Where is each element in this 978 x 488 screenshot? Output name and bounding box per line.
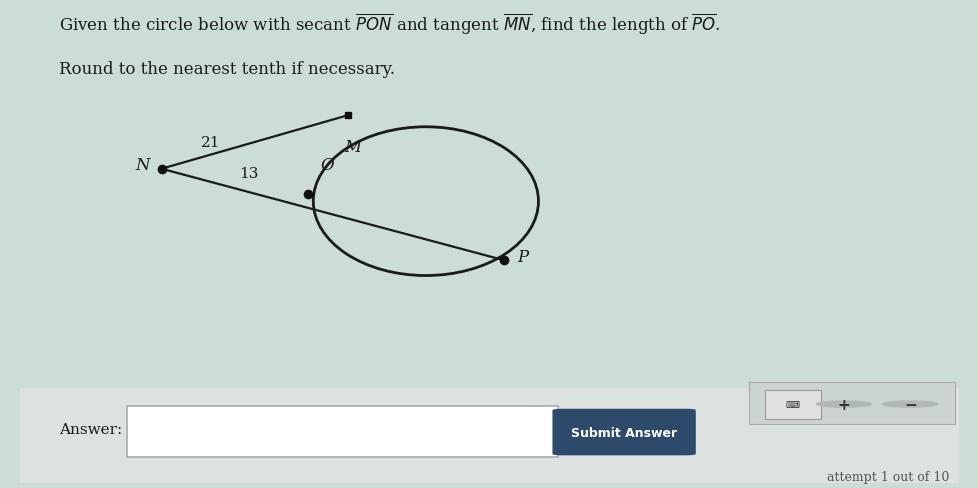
- Text: ⌨: ⌨: [785, 399, 799, 409]
- Circle shape: [882, 401, 937, 407]
- Text: 21: 21: [200, 136, 220, 150]
- Text: Round to the nearest tenth if necessary.: Round to the nearest tenth if necessary.: [59, 61, 394, 78]
- FancyBboxPatch shape: [127, 407, 557, 457]
- Text: Given the circle below with secant $\overline{PON}$ and tangent $\overline{MN}$,: Given the circle below with secant $\ove…: [59, 11, 720, 37]
- FancyBboxPatch shape: [748, 382, 954, 424]
- Text: O: O: [320, 156, 333, 173]
- Text: P: P: [516, 248, 527, 265]
- Text: Answer:: Answer:: [59, 422, 122, 436]
- Text: M: M: [343, 139, 361, 156]
- Text: N: N: [135, 157, 150, 174]
- FancyBboxPatch shape: [20, 388, 958, 483]
- Text: −: −: [903, 397, 916, 412]
- FancyBboxPatch shape: [764, 390, 821, 419]
- Circle shape: [816, 401, 870, 407]
- Text: attempt 1 out of 10: attempt 1 out of 10: [826, 469, 949, 483]
- Text: 13: 13: [239, 167, 258, 181]
- FancyBboxPatch shape: [553, 409, 694, 455]
- Text: Submit Answer: Submit Answer: [570, 426, 676, 439]
- Text: +: +: [836, 397, 850, 412]
